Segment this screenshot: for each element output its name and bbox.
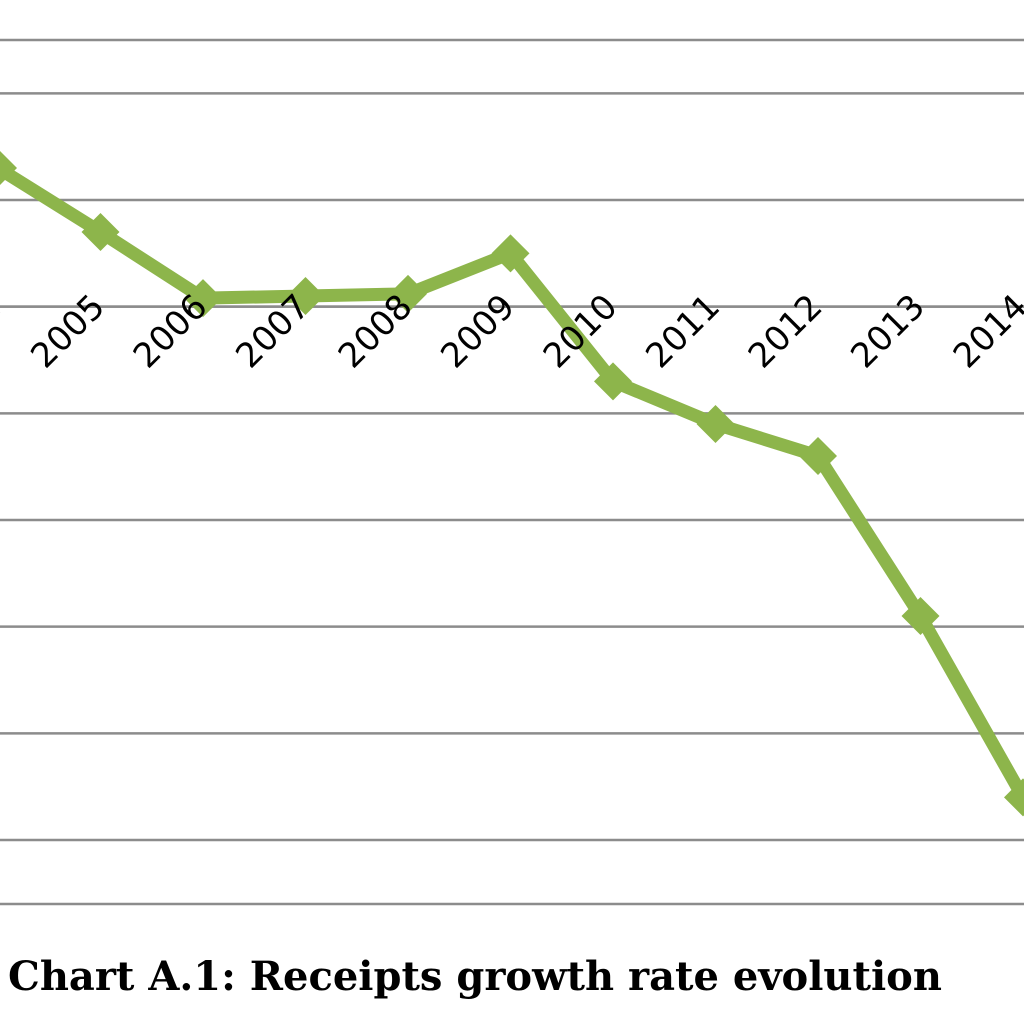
data-point-marker: [901, 597, 940, 635]
x-tick-labels: 2004 2005 2006 2007 2008 2009 2010 2011 2012 2013…: [0, 287, 1024, 376]
x-tick-label: 2011: [638, 287, 727, 376]
data-point-marker: [389, 274, 427, 313]
data-point-marker: [799, 437, 837, 475]
data-point-marker: [81, 213, 120, 251]
data-point-marker: [696, 405, 735, 443]
gridlines: [0, 38, 1024, 906]
data-point-marker: [0, 151, 17, 185]
data-point-marker: [491, 234, 530, 273]
chart-caption: Chart A.1: Receipts growth rate evolutio…: [8, 953, 942, 1000]
series-layer: [0, 151, 1024, 817]
x-tick-label: 2005: [23, 287, 112, 376]
data-point-marker: [286, 277, 325, 315]
data-point-marker: [1004, 778, 1024, 817]
x-tick-label: 2013: [843, 287, 932, 376]
x-tick-label: 2012: [741, 287, 830, 376]
x-tick-label: 2004: [0, 287, 10, 376]
data-point-marker: [594, 362, 632, 401]
x-tick-label: 2014: [946, 287, 1024, 376]
x-tick-label: 2009: [433, 287, 522, 376]
data-point-marker: [184, 279, 222, 318]
